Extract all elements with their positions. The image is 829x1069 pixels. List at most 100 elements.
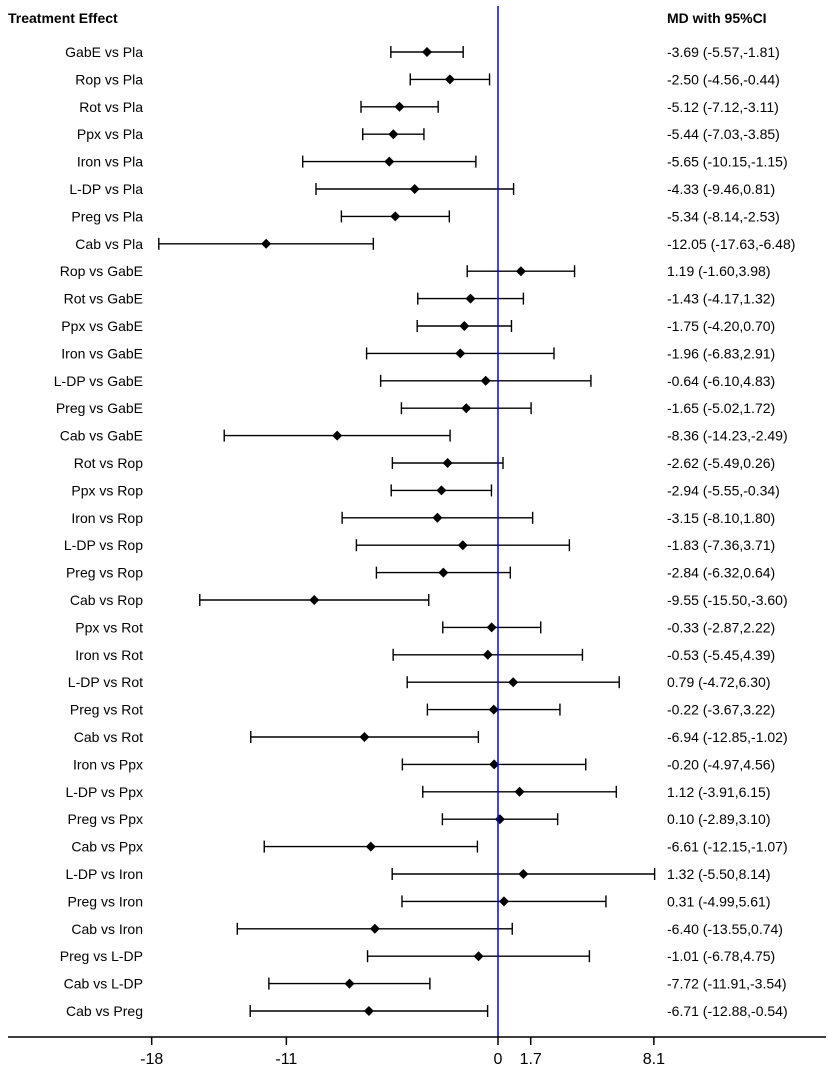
effect-diamond (394, 101, 405, 112)
forest-row: L-DP vs Iron 1.32 (-5.50,8.14) (65, 866, 770, 882)
ci-value-text: -3.15 (-8.10,1.80) (667, 510, 775, 526)
row-label: Rot vs Pla (79, 99, 143, 115)
row-label: Iron vs Rot (75, 647, 143, 663)
ci-value-text: -5.34 (-8.14,-2.53) (667, 208, 780, 224)
row-label: Cab vs Iron (71, 921, 143, 937)
ci-value-text: -3.69 (-5.57,-1.81) (667, 44, 780, 60)
effect-diamond (473, 951, 484, 962)
ci-value-text: -6.94 (-12.85,-1.02) (667, 729, 788, 745)
ci-value-text: -1.01 (-6.78,4.75) (667, 948, 775, 964)
forest-row: Cab vs Pla -12.05 (-17.63,-6.48) (75, 236, 795, 252)
row-label: Ppx vs GabE (61, 318, 143, 334)
ci-value-text: 1.19 (-1.60,3.98) (667, 263, 771, 279)
forest-row: L-DP vs Rot 0.79 (-4.72,6.30) (68, 674, 771, 690)
ci-value-text: -5.65 (-10.15,-1.15) (667, 154, 788, 170)
forest-row: Cab vs Iron -6.40 (-13.55,0.74) (71, 921, 783, 937)
row-label: Rop vs Pla (75, 71, 143, 87)
row-label: Iron vs Pla (77, 154, 143, 170)
x-axis-ticks: -18 -11 0 1.7 8.1 (140, 1037, 665, 1068)
x-tick-label: 8.1 (643, 1051, 665, 1068)
row-label: Cab vs L-DP (64, 976, 143, 992)
forest-row: Rot vs GabE -1.43 (-4.17,1.32) (64, 291, 776, 307)
left-header: Treatment Effect (8, 10, 118, 26)
row-label: Preg vs L-DP (60, 948, 143, 964)
row-label: Rot vs Rop (74, 455, 143, 471)
effect-diamond (508, 677, 519, 688)
row-label: Cab vs Pla (75, 236, 143, 252)
effect-diamond (482, 649, 493, 660)
row-label: Cab vs GabE (60, 428, 143, 444)
effect-diamond (480, 375, 491, 386)
forest-row: Preg vs Rop -2.84 (-6.32,0.64) (66, 565, 775, 581)
effect-diamond (498, 896, 509, 907)
ci-value-text: -1.65 (-5.02,1.72) (667, 400, 775, 416)
forest-row: Rop vs GabE 1.19 (-1.60,3.98) (60, 263, 771, 279)
ci-value-text: 0.31 (-4.99,5.61) (667, 893, 771, 909)
effect-diamond (384, 156, 395, 167)
effect-diamond (369, 923, 380, 934)
right-header: MD with 95%CI (667, 10, 767, 26)
row-label: Cab vs Rop (70, 592, 143, 608)
ci-value-text: -8.36 (-14.23,-2.49) (667, 428, 788, 444)
ci-value-text: -2.84 (-6.32,0.64) (667, 565, 775, 581)
forest-row: Rot vs Pla -5.12 (-7.12,-3.11) (79, 99, 779, 115)
x-tick-label: -11 (275, 1051, 297, 1068)
row-label: L-DP vs Iron (65, 866, 143, 882)
forest-row: Cab vs GabE -8.36 (-14.23,-2.49) (60, 428, 788, 444)
forest-row: Ppx vs Pla -5.44 (-7.03,-3.85) (77, 126, 780, 142)
forest-row: Preg vs GabE -1.65 (-5.02,1.72) (56, 400, 775, 416)
ci-value-text: -6.40 (-13.55,0.74) (667, 921, 783, 937)
forest-row: Cab vs Rop -9.55 (-15.50,-3.60) (70, 592, 788, 608)
forest-row: L-DP vs Rop -1.83 (-7.36,3.71) (64, 537, 775, 553)
ci-value-text: -7.72 (-11.91,-3.54) (667, 976, 787, 992)
row-label: L-DP vs Rot (68, 674, 143, 690)
row-label: Iron vs GabE (61, 345, 143, 361)
row-label: L-DP vs Pla (69, 181, 143, 197)
ci-value-text: -1.43 (-4.17,1.32) (667, 291, 775, 307)
ci-value-text: -5.44 (-7.03,-3.85) (667, 126, 780, 142)
ci-value-text: -1.96 (-6.83,2.91) (667, 345, 775, 361)
effect-diamond (365, 841, 376, 852)
x-tick-label: 1.7 (520, 1051, 542, 1068)
ci-value-text: 1.32 (-5.50,8.14) (667, 866, 771, 882)
row-label: Rot vs GabE (64, 291, 143, 307)
effect-diamond (442, 458, 453, 468)
x-tick-label: -18 (140, 1051, 163, 1068)
row-label: Ppx vs Rop (71, 482, 143, 498)
row-label: Preg vs GabE (56, 400, 143, 416)
forest-row: Preg vs Pla -5.34 (-8.14,-2.53) (71, 208, 779, 224)
row-label: Iron vs Rop (71, 510, 143, 526)
forest-row: Cab vs L-DP -7.72 (-11.91,-3.54) (64, 976, 787, 992)
forest-row: Rop vs Pla -2.50 (-4.56,-0.44) (75, 71, 780, 87)
forest-row: Iron vs Rop -3.15 (-8.10,1.80) (71, 510, 775, 526)
effect-diamond (459, 321, 470, 331)
ci-value-text: -6.71 (-12.88,-0.54) (667, 1003, 788, 1019)
row-label: Preg vs Ppx (68, 811, 143, 827)
effect-diamond (465, 293, 476, 304)
forest-row: L-DP vs Ppx 1.12 (-3.91,6.15) (65, 784, 770, 800)
forest-row: L-DP vs Pla -4.33 (-9.46,0.81) (69, 181, 775, 197)
effect-diamond (444, 74, 455, 85)
effect-diamond (486, 622, 497, 633)
effect-diamond (438, 567, 449, 578)
effect-diamond (432, 512, 443, 523)
row-label: GabE vs Pla (65, 44, 143, 60)
row-label: Preg vs Pla (71, 208, 143, 224)
row-label: L-DP vs GabE (54, 373, 143, 389)
ci-value-text: -2.94 (-5.55,-0.34) (667, 482, 780, 498)
row-label: Cab vs Ppx (71, 839, 143, 855)
row-label: L-DP vs Rop (64, 537, 143, 553)
row-label: Cab vs Rot (74, 729, 143, 745)
effect-diamond (390, 211, 401, 222)
effect-diamond (436, 485, 447, 496)
effect-diamond (363, 1006, 374, 1016)
effect-diamond (461, 403, 472, 414)
row-label: Rop vs GabE (60, 263, 143, 279)
ci-value-text: 0.10 (-2.89,3.10) (667, 811, 771, 827)
forest-row: L-DP vs GabE -0.64 (-6.10,4.83) (54, 373, 775, 389)
forest-row: Iron vs Ppx -0.20 (-4.97,4.56) (73, 756, 775, 772)
ci-value-text: -4.33 (-9.46,0.81) (667, 181, 775, 197)
row-label: Preg vs Rot (70, 702, 143, 718)
ci-value-text: -0.20 (-4.97,4.56) (667, 756, 775, 772)
